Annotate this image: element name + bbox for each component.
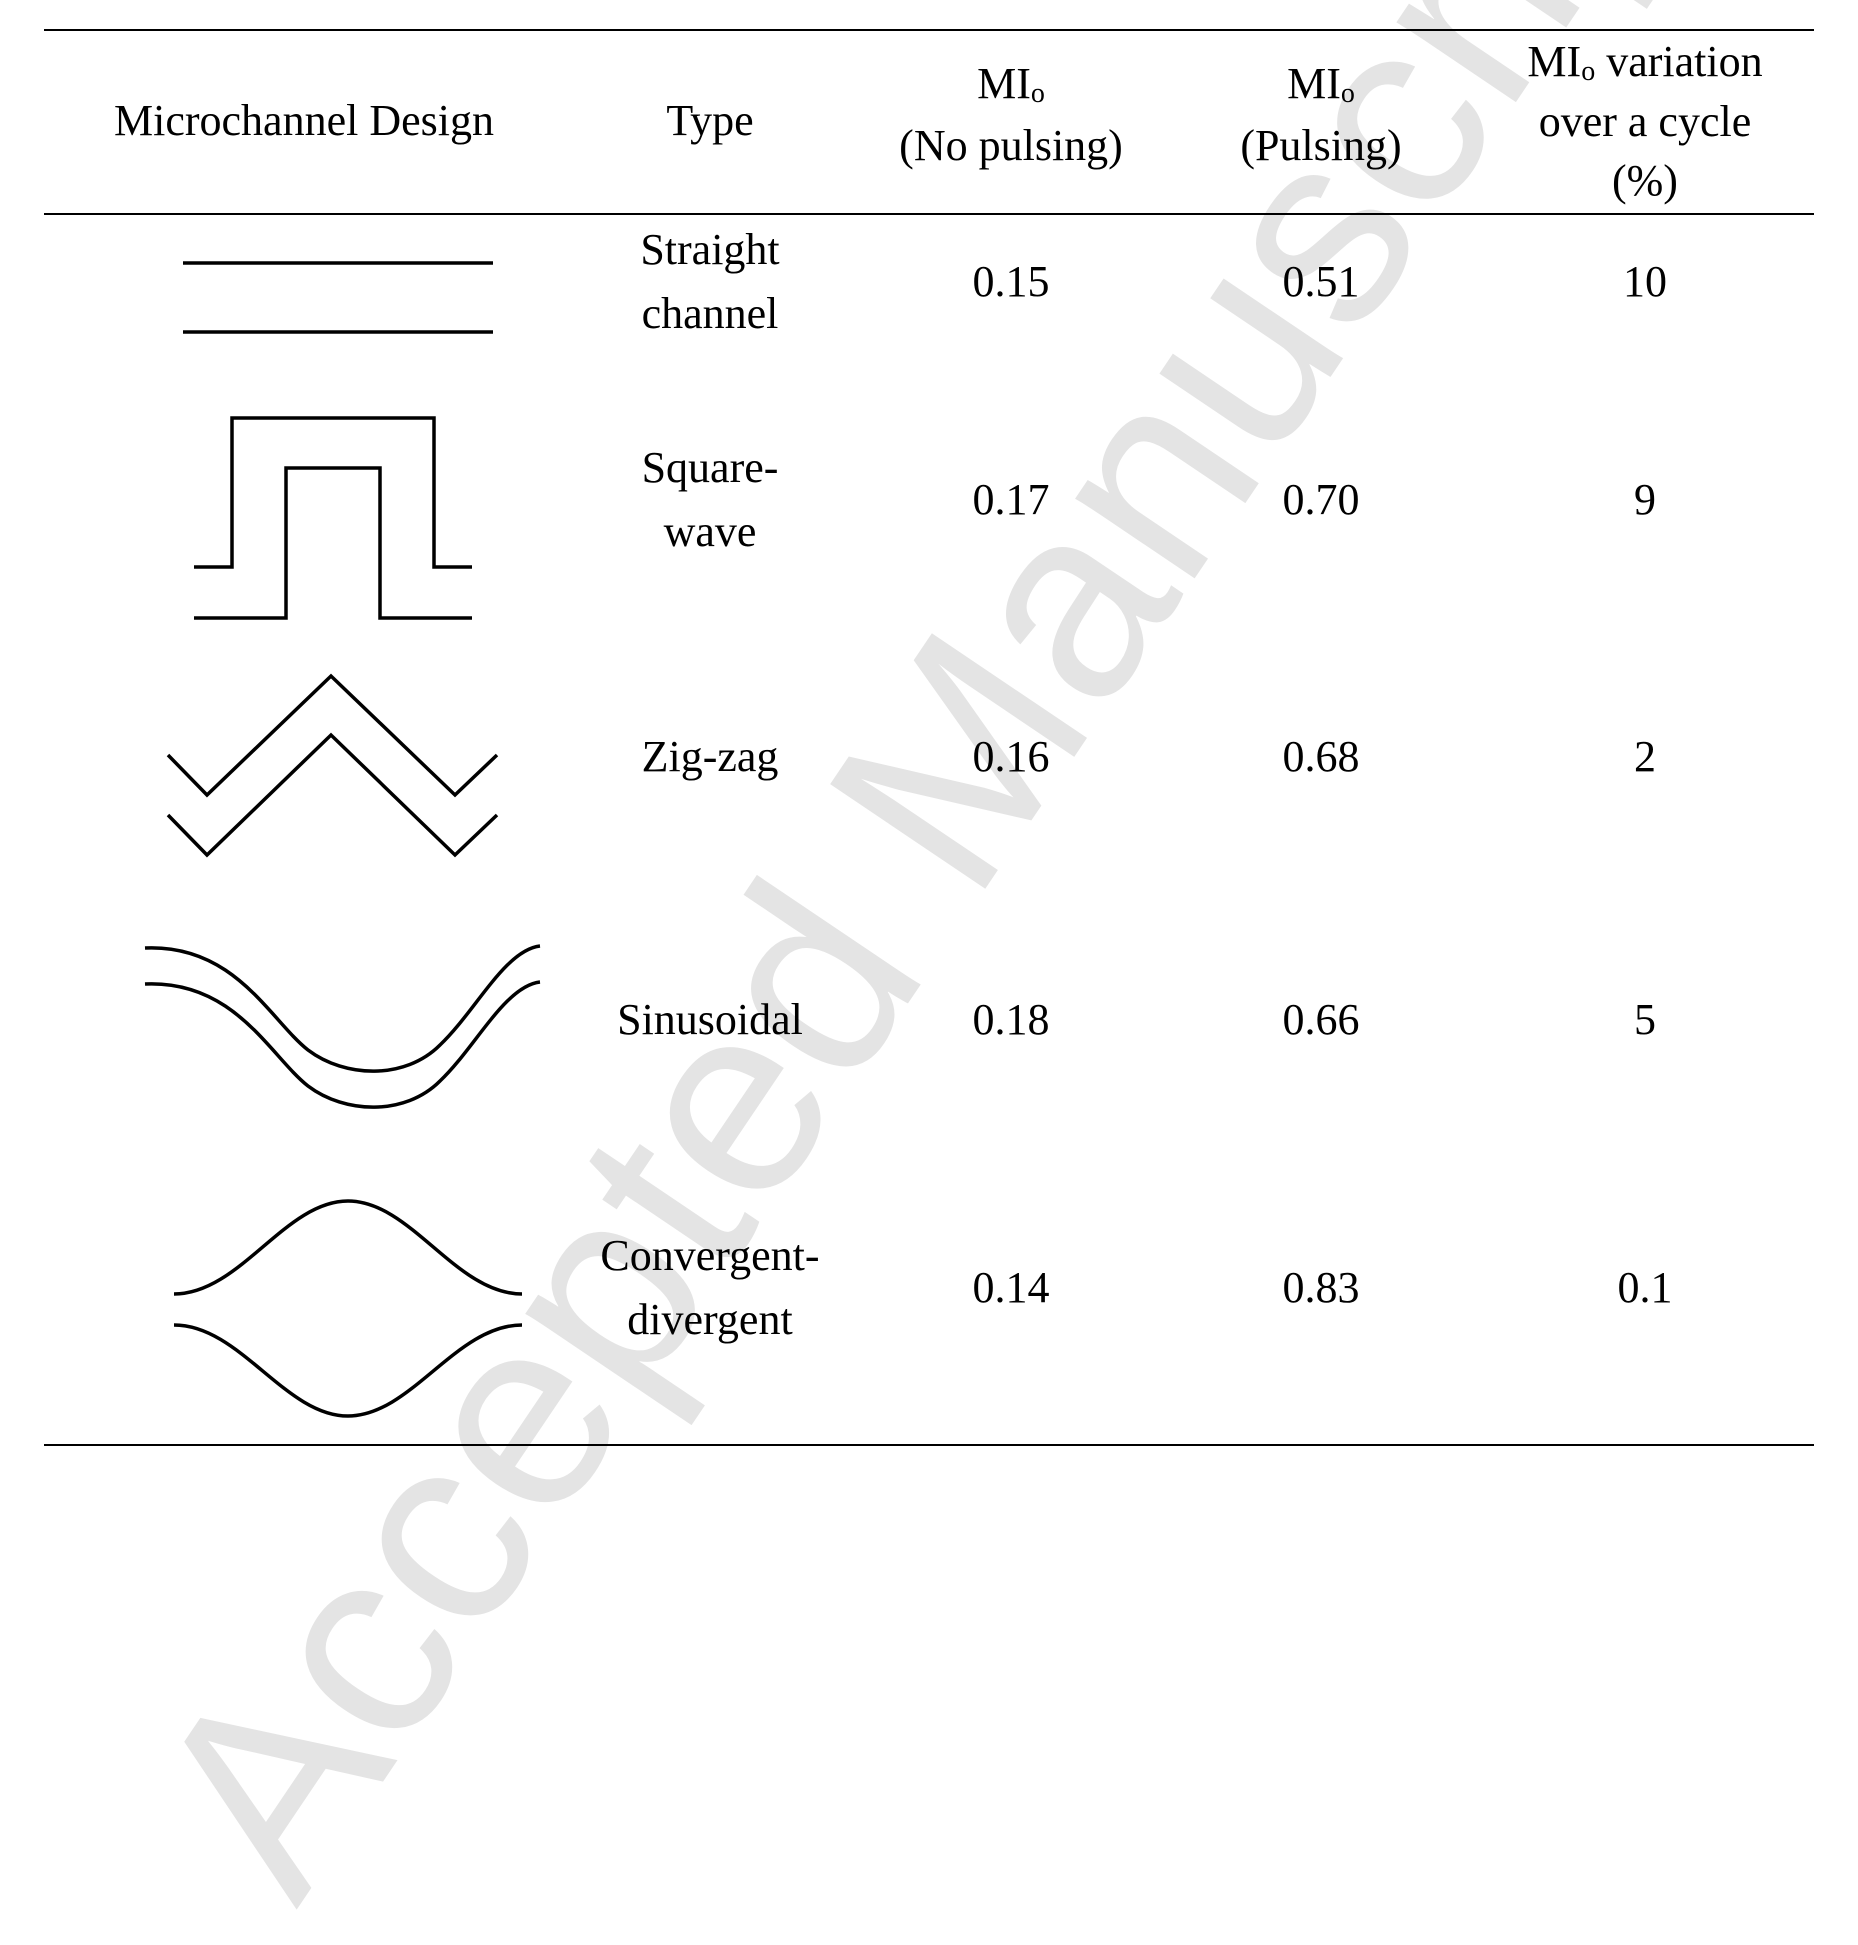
type-cell: Sinusoidal [617, 995, 803, 1045]
variation-cell: 2 [1634, 732, 1656, 782]
convergent-divergent-channel-icon [173, 1199, 523, 1418]
mi-no-pulsing-cell: 0.17 [972, 475, 1050, 525]
mi-no-pulsing-cell: 0.18 [972, 995, 1050, 1045]
variation-cell: 5 [1634, 995, 1656, 1045]
square-wave-channel-icon [194, 416, 472, 620]
zig-zag-channel-icon [166, 673, 499, 858]
header-microchannel-design: Microchannel Design [114, 96, 494, 146]
sinusoidal-channel-icon [144, 944, 541, 1109]
mi-pulsing-cell: 0.83 [1282, 1263, 1360, 1313]
mi-no-pulsing-cell: 0.15 [972, 257, 1050, 307]
type-cell: Square- wave [641, 443, 779, 556]
header-mi-pulsing: MIo (Pulsing) [1240, 58, 1402, 170]
variation-cell: 0.1 [1617, 1263, 1673, 1313]
header-mi-variation: MIo variation over a cycle (%) [1527, 36, 1763, 206]
type-cell: Zig-zag [641, 732, 779, 782]
mi-pulsing-cell: 0.70 [1282, 475, 1360, 525]
variation-cell: 10 [1623, 257, 1667, 307]
mi-no-pulsing-cell: 0.14 [972, 1263, 1050, 1313]
mi-no-pulsing-cell: 0.16 [972, 732, 1050, 782]
mi-pulsing-cell: 0.66 [1282, 995, 1360, 1045]
straight-channel-icon [183, 261, 493, 334]
mi-pulsing-cell: 0.68 [1282, 732, 1360, 782]
type-cell: Convergent- divergent [600, 1231, 820, 1344]
table-header-rule [44, 213, 1814, 215]
header-type: Type [666, 96, 754, 146]
variation-cell: 9 [1634, 475, 1656, 525]
table-top-rule [44, 29, 1814, 31]
type-cell: Straight channel [640, 225, 780, 338]
mi-pulsing-cell: 0.51 [1282, 257, 1360, 307]
header-mi-no-pulsing: MIo (No pulsing) [899, 58, 1123, 170]
table-bottom-rule [44, 1444, 1814, 1446]
